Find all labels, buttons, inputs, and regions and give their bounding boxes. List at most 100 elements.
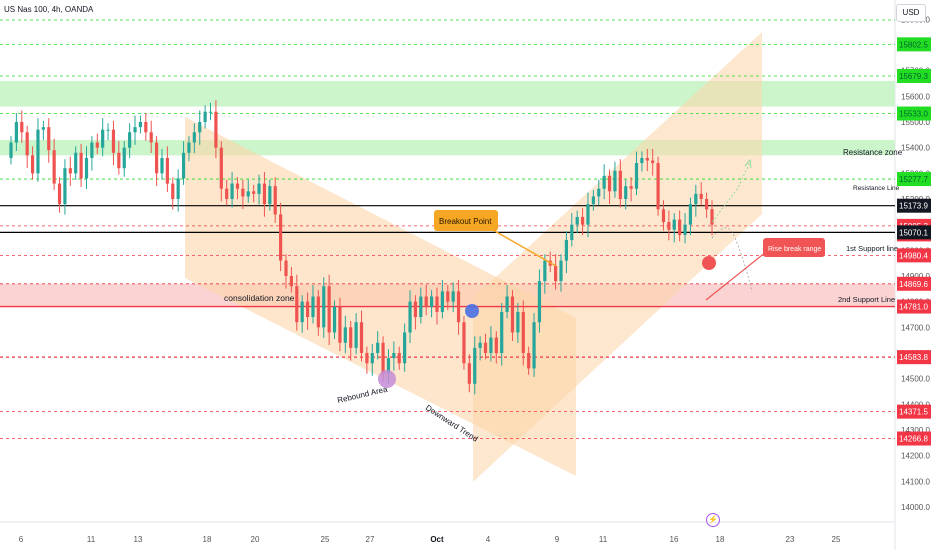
candle-body: [133, 127, 137, 133]
candle-body: [203, 111, 207, 122]
candle-body: [392, 353, 396, 359]
candle-body: [516, 311, 520, 333]
candle-body: [149, 132, 153, 143]
candle-body: [117, 152, 121, 169]
price-label-bg: [897, 68, 931, 83]
price-label: 14869.6: [899, 280, 928, 289]
candle-body: [521, 311, 525, 353]
candle-body: [586, 204, 590, 225]
candle-body: [84, 157, 89, 179]
price-label: 15070.1: [899, 228, 928, 237]
candle-body: [219, 147, 223, 189]
resistance-zone-label: Resistance zone: [843, 148, 903, 157]
candle-body: [327, 286, 331, 333]
candle-body: [591, 196, 595, 205]
y-tick-label: 14200.0: [901, 452, 930, 461]
candle-body: [473, 347, 477, 384]
candle-body: [268, 186, 272, 205]
candle-body: [413, 301, 418, 318]
x-tick-label: 11: [87, 535, 96, 544]
candle-body: [252, 191, 256, 194]
price-label: 15533.0: [899, 110, 928, 119]
candle-body: [181, 152, 186, 179]
rise-break-callout: [763, 238, 825, 257]
y-tick-label: 14100.0: [901, 477, 930, 486]
uptrend-channel: [473, 32, 762, 482]
candle-body: [25, 132, 29, 156]
candle-body: [300, 301, 304, 323]
candle-body: [47, 127, 51, 151]
x-tick-label: 6: [19, 535, 24, 544]
x-tick-label: 4: [486, 535, 491, 544]
x-tick-label: 25: [321, 535, 330, 544]
candle-body: [597, 188, 601, 197]
candle-body: [403, 332, 407, 364]
candle-body: [494, 337, 498, 353]
price-label: 15173.9: [899, 202, 928, 211]
candle-body: [451, 291, 455, 302]
candle-body: [624, 186, 628, 199]
candle-body: [225, 188, 229, 199]
candle-body: [483, 342, 488, 353]
candle-body: [289, 276, 293, 287]
candle-body: [343, 327, 347, 343]
candle-body: [456, 291, 461, 323]
candle-body: [564, 240, 569, 261]
candle-body: [279, 214, 283, 261]
support-1-label: 1st Support line: [846, 244, 898, 253]
candle-body: [532, 322, 536, 369]
currency-button[interactable]: USD: [896, 4, 926, 22]
breakout-callout: [434, 210, 498, 231]
candle-body: [419, 296, 423, 318]
candle-body: [462, 322, 466, 364]
candle-body: [57, 183, 62, 205]
candle-body: [257, 183, 261, 194]
y-tick-label: 14500.0: [901, 375, 930, 384]
candle-body: [651, 160, 655, 164]
y-tick-label: 15400.0: [901, 144, 930, 153]
x-tick-label: Oct: [430, 535, 444, 544]
candle-body: [198, 122, 202, 133]
candle-body: [354, 322, 358, 348]
candle-body: [338, 306, 342, 343]
candle-body: [14, 122, 18, 143]
candle-body: [171, 183, 175, 199]
y-tick-label: 14300.0: [901, 426, 930, 435]
y-tick-label: 15500.0: [901, 118, 930, 127]
candle-body: [688, 204, 693, 225]
y-tick-label: 14900.0: [901, 272, 930, 281]
lightning-icon[interactable]: ⚡: [706, 513, 720, 527]
price-label: 14583.8: [899, 353, 928, 362]
candle-body: [446, 291, 450, 302]
candle-body: [376, 342, 380, 353]
candle-body: [262, 183, 267, 205]
candle-body: [95, 142, 99, 148]
price-label: 15277.7: [899, 175, 928, 184]
candle-body: [500, 311, 504, 353]
candle-body: [79, 152, 83, 179]
candle-body: [537, 281, 542, 323]
candle-body: [397, 353, 401, 364]
price-label-bg: [897, 431, 931, 446]
candle-body: [36, 129, 40, 174]
rise-break-label: Rise break range: [768, 246, 821, 253]
candle-body: [214, 111, 218, 148]
candle-body: [41, 127, 45, 130]
candle-body: [122, 147, 126, 169]
support-2-label: 2nd Support Line: [838, 295, 895, 304]
candle-body: [699, 193, 703, 199]
price-label-bg: [897, 299, 931, 314]
candle-body: [106, 129, 110, 131]
price-label-bg: [897, 248, 931, 263]
price-label: 15679.3: [899, 72, 928, 81]
candle-body: [90, 142, 94, 158]
candle-body: [386, 358, 391, 374]
candle-body: [678, 219, 682, 235]
candle-body: [322, 286, 326, 328]
y-tick-label: 14700.0: [901, 323, 930, 332]
candle-body: [580, 216, 585, 225]
candle-body: [683, 224, 687, 235]
candle-body: [365, 353, 369, 364]
price-label-bg: [897, 276, 931, 291]
